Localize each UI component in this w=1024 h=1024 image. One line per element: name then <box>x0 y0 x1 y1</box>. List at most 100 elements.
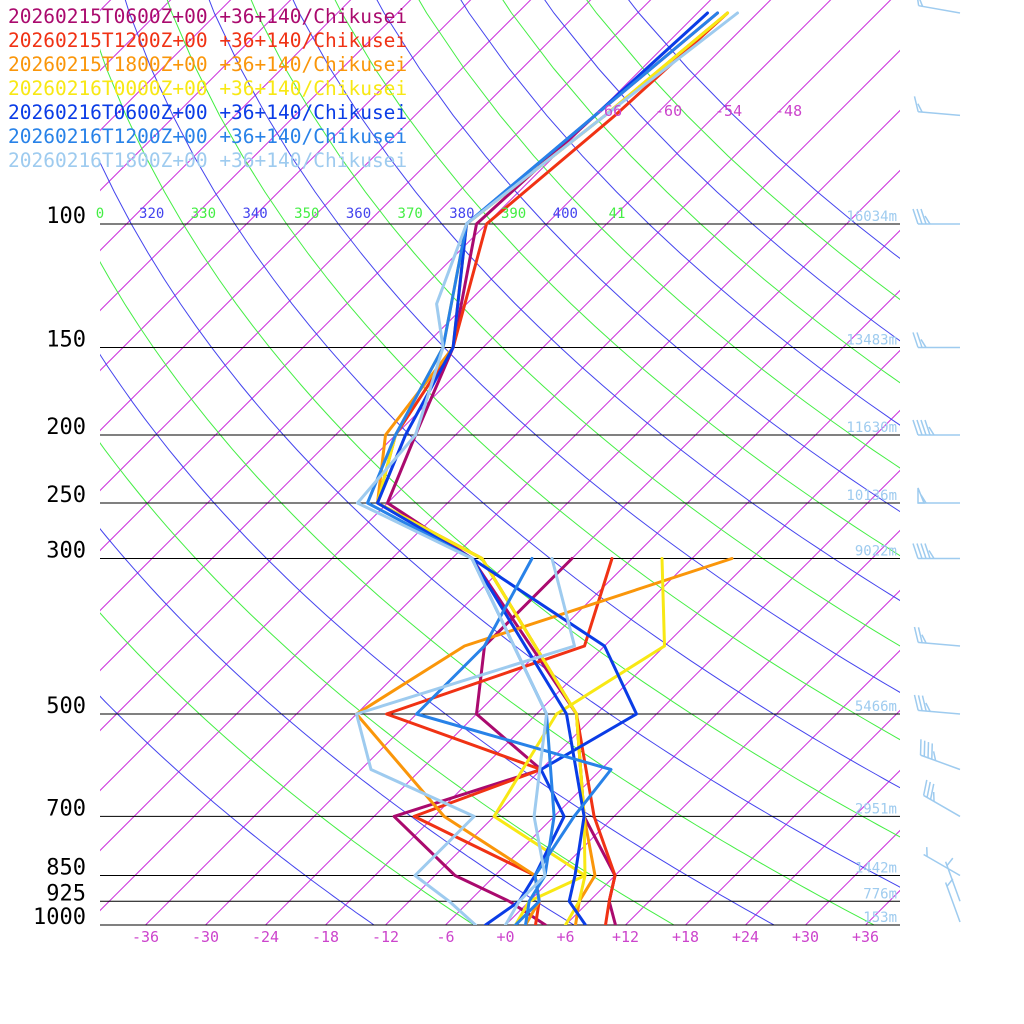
dry-adiabat-line <box>100 612 475 925</box>
wind-barb <box>922 779 961 818</box>
wind-barb <box>944 878 961 923</box>
theta-label: 390 <box>501 206 526 222</box>
legend-entry: 20260215T1200Z+00 +36+140/Chikusei <box>8 29 408 52</box>
legend-entry: 20260216T0000Z+00 +36+140/Chikusei <box>8 77 408 100</box>
upper-isotherm-label: -66 <box>595 102 622 120</box>
temperature-tick-label: -18 <box>312 928 339 946</box>
theta-label: 330 <box>191 206 216 222</box>
legend-entry: 20260216T0600Z+00 +36+140/Chikusei <box>8 101 408 124</box>
isotherm-line <box>100 0 292 192</box>
legend-entry: 20260216T1200Z+00 +36+140/Chikusei <box>8 125 408 148</box>
dry-adiabat-line <box>166 0 900 741</box>
dewpoint-profile-line <box>392 557 574 925</box>
isotherm-line <box>986 0 1024 925</box>
upper-isotherm-label: -54 <box>715 102 742 120</box>
dry-adiabat-line <box>100 695 375 925</box>
theta-label: 41 <box>609 206 626 222</box>
dry-adiabat-line <box>100 353 776 925</box>
temperature-tick-label: +0 <box>496 928 514 946</box>
temperature-tick-label: +18 <box>672 928 699 946</box>
theta-label: 400 <box>553 206 578 222</box>
pressure-tick-label: 850 <box>46 856 86 881</box>
dry-adiabat-line <box>292 0 900 602</box>
theta-label: 370 <box>398 206 423 222</box>
height-label: 153m <box>863 910 897 926</box>
theta-label: 340 <box>242 206 267 222</box>
theta-label: 0 <box>96 206 104 222</box>
isotherm-line <box>625 649 900 925</box>
upper-isotherm-label: -48 <box>775 102 802 120</box>
height-label: 10136m <box>846 488 897 504</box>
isotherm-line <box>445 469 900 925</box>
dry-adiabat-line <box>100 161 900 888</box>
pressure-tick-label: 200 <box>46 415 86 440</box>
isotherm-line <box>805 829 900 925</box>
height-label: 9022m <box>855 543 897 559</box>
pressure-tick-label: 150 <box>46 327 86 352</box>
height-label: 776m <box>863 886 897 902</box>
temperature-tick-label: -30 <box>192 928 219 946</box>
isotherm-line <box>745 769 900 925</box>
dry-adiabat-line <box>250 0 900 647</box>
temperature-tick-label: +30 <box>792 928 819 946</box>
wind-barb <box>912 332 960 349</box>
height-label: 5466m <box>855 699 897 715</box>
wind-barb <box>913 626 961 647</box>
isotherm-line <box>100 0 412 312</box>
wind-barb <box>912 543 960 560</box>
pressure-tick-label: 925 <box>46 881 86 906</box>
dry-adiabat-line <box>418 0 900 469</box>
theta-label: 380 <box>449 206 474 222</box>
wind-barb <box>919 739 961 771</box>
isotherm-line <box>865 889 900 925</box>
isotherm-line <box>100 0 232 132</box>
temperature-tick-label: +12 <box>612 928 639 946</box>
temperature-tick-label: -12 <box>372 928 399 946</box>
dry-adiabat-line <box>628 0 900 260</box>
pressure-tick-label: 500 <box>46 694 86 719</box>
pressure-tick-label: 300 <box>46 538 86 563</box>
wind-barb <box>912 208 960 225</box>
wind-barb <box>923 847 961 877</box>
height-label: 2951m <box>855 801 897 817</box>
temperature-profile-line <box>376 11 709 925</box>
legend-entry: 20260215T0600Z+00 +36+140/Chikusei <box>8 5 408 28</box>
pressure-tick-label: 700 <box>46 796 86 821</box>
pressure-tick-label: 1000 <box>33 905 86 930</box>
legend: 20260215T0600Z+00 +36+140/Chikusei 202602… <box>8 5 407 173</box>
theta-label: 350 <box>294 206 319 222</box>
upper-isotherm-label: -60 <box>655 102 682 120</box>
dry-adiabat-line <box>334 0 900 557</box>
dry-adiabat-line <box>208 0 900 693</box>
dry-adiabat-line <box>124 0 900 789</box>
isotherm-line <box>100 0 532 432</box>
temperature-tick-label: -36 <box>132 928 159 946</box>
temperature-tick-label: +24 <box>732 928 759 946</box>
dry-adiabat-line <box>502 0 900 384</box>
height-label: 11630m <box>846 420 897 436</box>
legend-entry: 20260215T1800Z+00 +36+140/Chikusei <box>8 53 408 76</box>
theta-label: 360 <box>346 206 371 222</box>
dewpoint-profile-line <box>415 557 613 925</box>
isotherm-line <box>505 529 900 925</box>
wind-barb <box>917 0 961 14</box>
wind-barb <box>917 487 960 504</box>
dry-adiabat-line <box>100 528 575 925</box>
sounding-profiles <box>355 11 739 925</box>
wind-barbs <box>912 0 961 923</box>
dry-adiabat-line <box>100 48 900 838</box>
dry-adiabat-line <box>376 0 900 513</box>
temperature-profile-line <box>356 11 739 925</box>
isotherm-line <box>926 0 1024 925</box>
isotherm-line <box>100 0 472 372</box>
wind-barb <box>944 857 961 902</box>
temperature-tick-label: -6 <box>436 928 454 946</box>
wind-barb <box>913 96 961 117</box>
temperature-tick-label: +6 <box>556 928 574 946</box>
height-label: 13483m <box>846 332 897 348</box>
isobar-lines <box>100 223 900 926</box>
pressure-tick-label: 250 <box>46 483 86 508</box>
legend-entry: 20260216T1800Z+00 +36+140/Chikusei <box>8 149 408 172</box>
